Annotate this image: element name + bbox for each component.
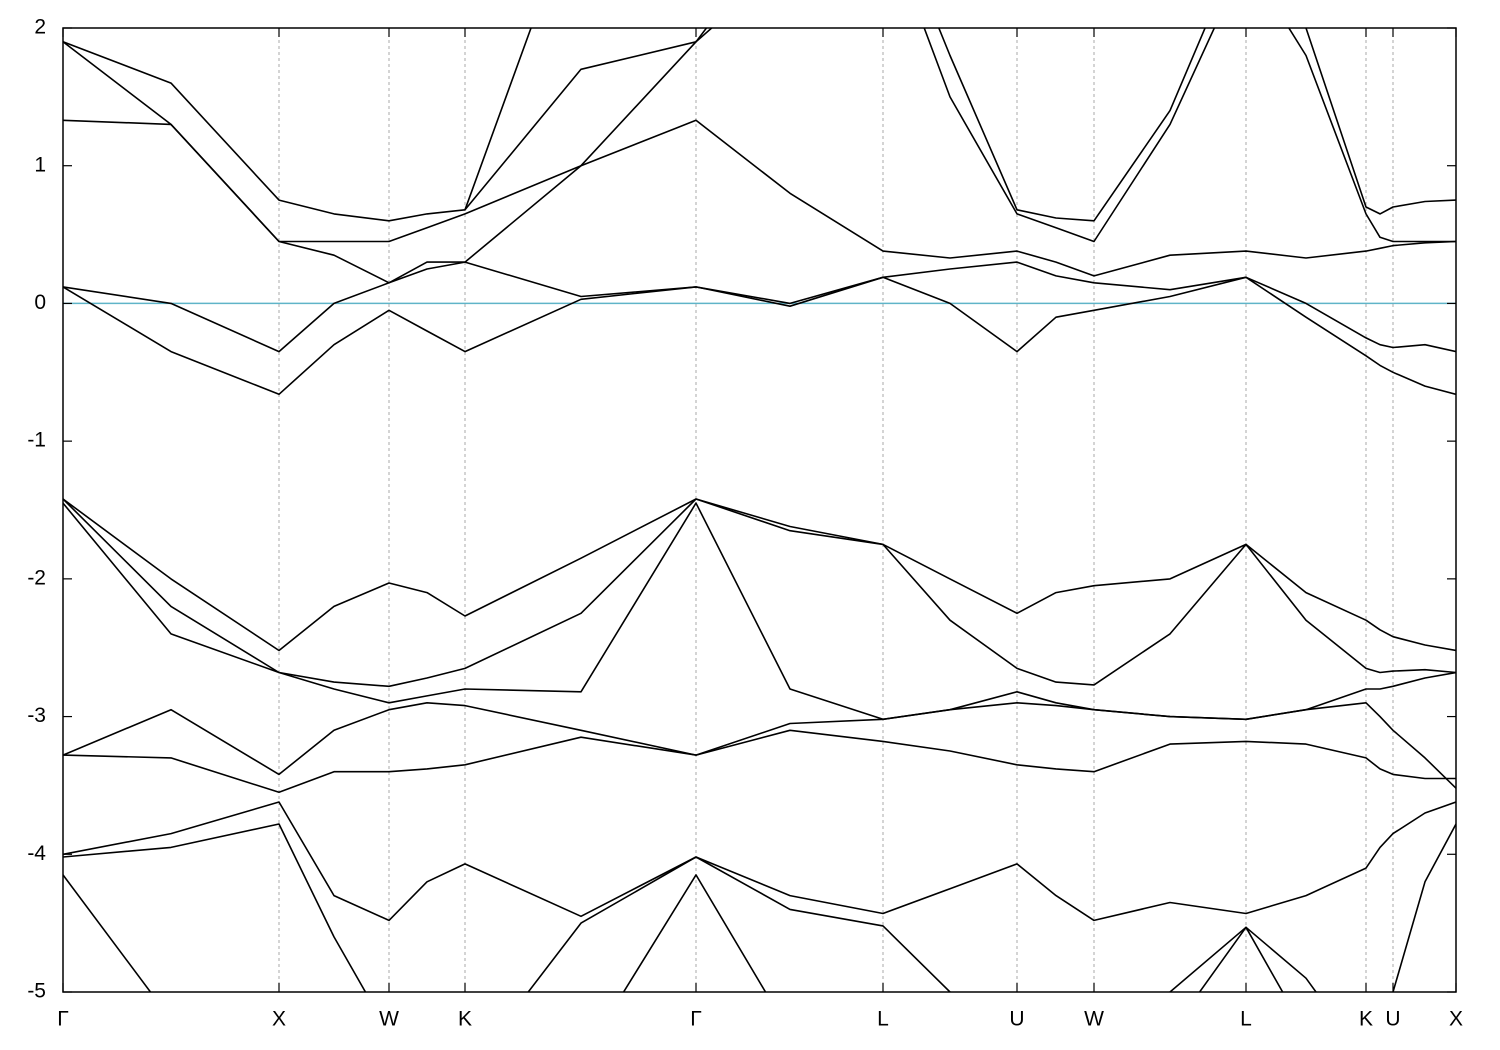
- x-tick-label: L: [877, 1008, 889, 1031]
- y-tick-label: -5: [27, 980, 46, 1003]
- band-line: [63, 729, 1456, 794]
- x-tick-label: L: [1240, 1008, 1252, 1031]
- y-tick-label: 0: [34, 291, 46, 314]
- y-tick-label: 2: [34, 16, 46, 39]
- band-line: [63, 801, 1456, 922]
- band-line: [63, 28, 1456, 222]
- band-line: [63, 28, 1456, 284]
- bands: [63, 28, 1456, 992]
- band-line: [63, 498, 1456, 688]
- y-tick-label: 1: [34, 153, 46, 176]
- band-line: [63, 874, 1284, 992]
- x-tick-label: K: [458, 1008, 472, 1031]
- x-tick-label: Γ: [690, 1008, 702, 1031]
- ticks: 210-1-2-3-4-5Γ X W K Γ L U W L K U X: [27, 16, 1463, 1031]
- y-tick-label: -4: [27, 842, 46, 865]
- x-tick-label: U: [1385, 1008, 1400, 1031]
- x-tick-label: Γ: [57, 1008, 69, 1031]
- y-tick-label: -2: [27, 566, 46, 589]
- band-line: [63, 498, 1456, 652]
- x-tick-label: U: [1009, 1008, 1024, 1031]
- band-line: [63, 276, 1456, 396]
- x-tick-label: W: [1084, 1008, 1104, 1031]
- band-line: [63, 702, 1456, 789]
- x-tick-label: X: [1449, 1008, 1463, 1031]
- band-line: [63, 119, 1456, 277]
- x-tick-label: X: [272, 1008, 286, 1031]
- band-line: [63, 261, 1456, 353]
- x-tick-label: K: [1359, 1008, 1373, 1031]
- plot-frame: [62, 27, 1457, 993]
- x-tick-label: W: [379, 1008, 399, 1031]
- y-tick-label: -1: [27, 429, 46, 452]
- y-tick-label: -3: [27, 704, 46, 727]
- band-line: [464, 28, 532, 211]
